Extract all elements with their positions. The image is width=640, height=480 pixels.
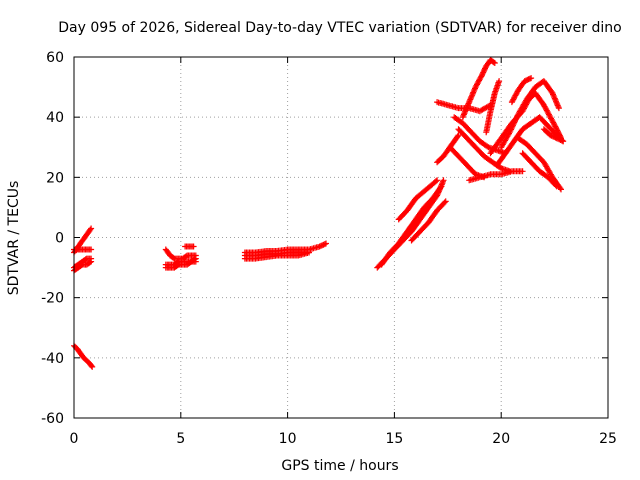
series-late-main-c — [498, 78, 562, 151]
grid — [74, 57, 608, 418]
chart-title: Day 095 of 2026, Sidereal Day-to-day VTE… — [58, 20, 621, 36]
series-late-right — [540, 126, 567, 145]
data-point — [557, 185, 564, 192]
data-point — [496, 78, 503, 85]
data-point — [437, 184, 444, 191]
data-point — [87, 259, 93, 266]
series-ramp-c — [395, 177, 441, 223]
data-point — [88, 246, 95, 253]
data-point — [552, 182, 559, 189]
data-point — [306, 249, 312, 256]
data-point — [553, 183, 560, 190]
y-tick-label: -40 — [41, 351, 64, 367]
x-tick-label: 20 — [492, 431, 510, 447]
data-point — [440, 177, 447, 184]
data-point — [88, 258, 95, 265]
series-early-dip — [71, 342, 96, 370]
y-tick-label: -60 — [41, 411, 64, 427]
data-point — [486, 102, 493, 109]
series-ramp-b — [378, 183, 445, 268]
data-point — [487, 102, 494, 109]
data-point — [550, 92, 557, 99]
y-axis-label: SDTVAR / TECUs — [6, 181, 22, 296]
y-tick-label: 20 — [46, 170, 64, 186]
series-day-c — [241, 249, 312, 262]
data-point — [441, 199, 448, 206]
data-point — [528, 75, 535, 82]
series-late-peak-a — [459, 57, 498, 121]
data-point — [454, 133, 461, 140]
data-point — [551, 95, 558, 102]
x-tick-label: 15 — [385, 431, 403, 447]
data-point — [545, 110, 552, 117]
data-point — [555, 103, 562, 110]
series-late-main-d — [508, 75, 535, 106]
series-late-left — [434, 132, 462, 166]
data-point — [438, 183, 445, 190]
data-point — [89, 363, 96, 370]
series-mid-d — [182, 243, 197, 250]
series-late-left-b — [434, 99, 494, 115]
data-point — [323, 240, 329, 247]
y-tick-label: 40 — [46, 110, 64, 126]
data-point — [442, 198, 449, 205]
data-point — [192, 258, 199, 265]
y-tick-label: -20 — [41, 291, 64, 307]
x-tick-label: 0 — [70, 431, 79, 447]
series-late-peak-b — [483, 78, 503, 136]
series-late-main-b — [493, 114, 567, 169]
data-point — [560, 138, 567, 145]
data-point — [490, 59, 497, 66]
data-marks — [71, 57, 567, 370]
series-early-c — [71, 258, 95, 274]
data-point — [88, 225, 95, 232]
data-point — [513, 91, 520, 98]
x-axis-label: GPS time / hours — [281, 458, 398, 474]
series-late-drop-b — [519, 150, 560, 190]
data-point — [545, 111, 552, 118]
data-point — [87, 226, 94, 233]
y-tick-label: 0 — [55, 231, 64, 247]
data-point — [508, 125, 515, 131]
data-point — [434, 177, 441, 184]
data-point — [432, 178, 439, 185]
data-point — [88, 362, 95, 369]
series-mid-c — [162, 258, 199, 271]
x-tick-label: 10 — [279, 431, 297, 447]
data-point — [558, 186, 564, 193]
series-late-low — [466, 168, 526, 184]
series-ramp-d — [408, 198, 449, 244]
axis-ticks: 0 5 10 15 20 25 -60 -40 -20 0 20 40 60 — [41, 50, 617, 447]
data-point — [491, 60, 498, 66]
x-tick-label: 25 — [599, 431, 617, 447]
data-point — [555, 105, 562, 112]
y-tick-label: 60 — [46, 50, 64, 66]
data-point — [455, 132, 462, 139]
data-point — [190, 243, 197, 250]
data-point — [519, 168, 526, 175]
x-tick-label: 5 — [176, 431, 185, 447]
